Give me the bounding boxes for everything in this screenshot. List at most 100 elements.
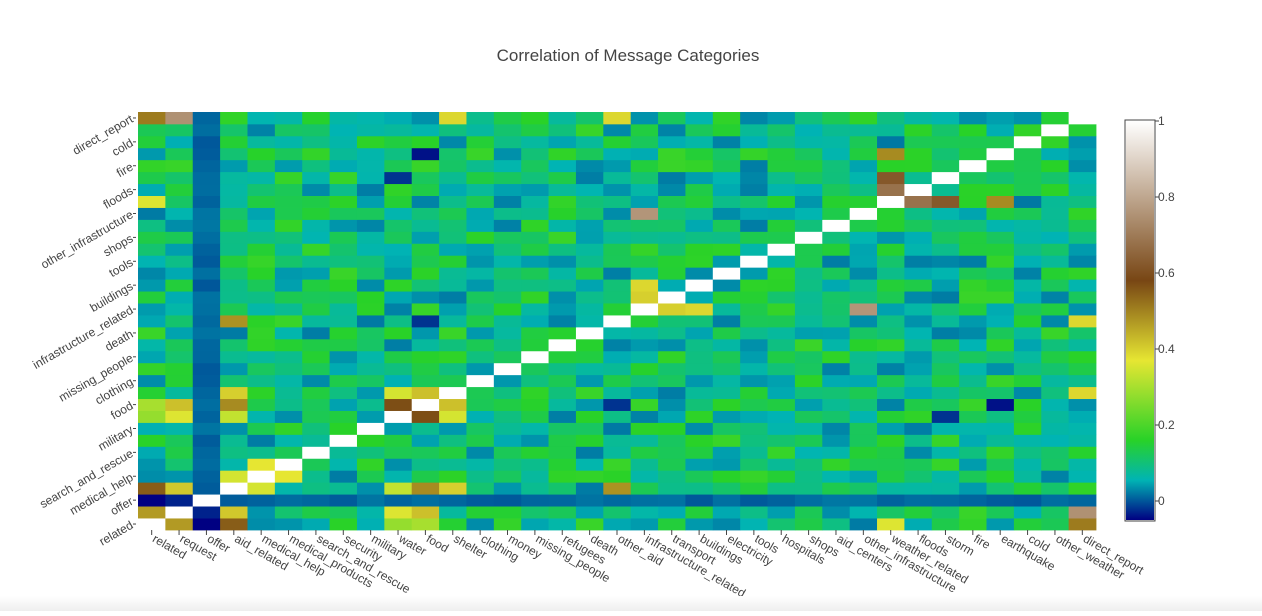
heatmap-cell (575, 518, 604, 531)
heatmap-cell (1068, 374, 1097, 388)
heatmap-cell (439, 147, 467, 161)
heatmap-cell (603, 243, 632, 256)
heatmap-cell (329, 506, 358, 519)
heatmap-cell (603, 494, 632, 507)
heatmap-cell (138, 362, 166, 376)
heatmap-cell (986, 207, 1015, 220)
heatmap-cell (220, 458, 248, 471)
heatmap-cell (712, 326, 741, 340)
heatmap-cell (548, 135, 577, 149)
heatmap-cell (712, 231, 741, 244)
heatmap-cell (959, 267, 987, 280)
heatmap-cell (302, 171, 330, 185)
heatmap-cell (356, 255, 385, 268)
heatmap-cell (740, 303, 768, 316)
heatmap-cell (493, 422, 522, 435)
heatmap-cell (1041, 159, 1070, 173)
heatmap-cell (493, 434, 522, 447)
heatmap-cell (849, 243, 878, 256)
heatmap-cell (165, 159, 194, 173)
heatmap-cell (877, 350, 905, 364)
heatmap-cell (1068, 267, 1097, 280)
heatmap-cell (302, 494, 330, 507)
heatmap-cell (138, 171, 166, 185)
heatmap-cell (165, 147, 194, 161)
heatmap-cell (302, 446, 330, 459)
heatmap-cell (274, 123, 303, 137)
heatmap-cell (274, 458, 303, 471)
heatmap-cell (877, 279, 905, 292)
heatmap-cell (329, 267, 358, 280)
heatmap-cell (439, 506, 467, 519)
heatmap-cell (931, 398, 960, 411)
heatmap-cell (274, 219, 303, 232)
heatmap-cell (740, 338, 768, 352)
heatmap-cell (220, 291, 248, 304)
heatmap-cell (794, 195, 823, 208)
heatmap-cell (685, 422, 714, 435)
heatmap-cell (904, 398, 933, 411)
heatmap-cell (630, 255, 659, 268)
heatmap-cell (220, 207, 248, 220)
heatmap-cell (767, 494, 796, 507)
heatmap-cell (904, 470, 933, 483)
heatmap-cell (822, 398, 851, 411)
heatmap-cell (493, 362, 522, 376)
heatmap-cell (247, 291, 276, 304)
heatmap-cell (959, 518, 987, 531)
heatmap-cell (356, 350, 385, 364)
heatmap-cell (794, 410, 823, 423)
heatmap-cell (822, 255, 851, 268)
heatmap-cell (329, 112, 358, 125)
heatmap-cell (904, 374, 933, 388)
heatmap-cell (658, 255, 686, 268)
heatmap-cell (630, 123, 659, 137)
heatmap-cell (822, 243, 851, 256)
heatmap-cell (192, 315, 221, 328)
heatmap-cell (384, 386, 413, 400)
heatmap-cell (138, 207, 166, 220)
heatmap-cell (959, 422, 987, 435)
heatmap-cell (904, 243, 933, 256)
heatmap-cell (767, 303, 796, 316)
heatmap-cell (302, 303, 330, 316)
heatmap-cell (247, 398, 276, 411)
heatmap-cell (439, 494, 467, 507)
heatmap-cell (192, 518, 221, 531)
heatmap-cell (658, 506, 686, 519)
heatmap-cell (329, 243, 358, 256)
heatmap-cell (411, 398, 440, 411)
heatmap-cell (1068, 171, 1097, 185)
heatmap-cell (138, 279, 166, 292)
heatmap-cell (165, 135, 194, 149)
heatmap-cell (466, 195, 495, 208)
heatmap-cell (575, 446, 604, 459)
colorbar-tick-label: 0.6 (1158, 266, 1175, 280)
heatmap-cell (247, 410, 276, 423)
heatmap-cell (630, 135, 659, 149)
heatmap-cell (384, 518, 413, 531)
heatmap-cell (603, 470, 632, 483)
heatmap-cell (466, 410, 495, 423)
heatmap-cell (794, 171, 823, 185)
heatmap-cell (959, 362, 987, 376)
heatmap-cell (493, 494, 522, 507)
heatmap-cell (439, 291, 467, 304)
heatmap-cell (521, 446, 549, 459)
heatmap-cell (521, 374, 549, 388)
heatmap-cell (521, 183, 549, 196)
heatmap-cell (767, 171, 796, 185)
heatmap-cell (274, 315, 303, 328)
heatmap-cell (822, 195, 851, 208)
heatmap-cell (247, 362, 276, 376)
heatmap-cell (767, 362, 796, 376)
heatmap-cell (603, 123, 632, 137)
heatmap-cell (439, 112, 467, 125)
heatmap-cell (712, 135, 741, 149)
heatmap-cell (274, 398, 303, 411)
heatmap-cell (548, 171, 577, 185)
heatmap-cell (767, 291, 796, 304)
heatmap-cell (767, 338, 796, 352)
heatmap-cell (192, 243, 221, 256)
heatmap-cell (411, 112, 440, 125)
